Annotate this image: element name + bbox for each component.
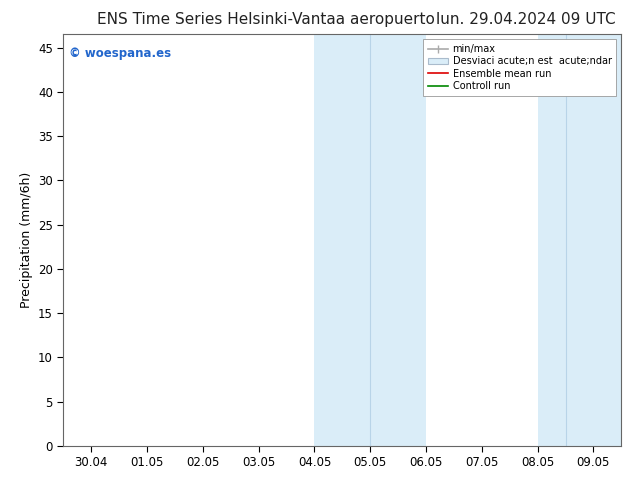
- Text: lun. 29.04.2024 09 UTC: lun. 29.04.2024 09 UTC: [436, 12, 616, 27]
- Bar: [538, 34, 566, 446]
- Bar: [566, 34, 621, 446]
- Bar: [314, 34, 370, 446]
- Legend: min/max, Desviaci acute;n est  acute;ndar, Ensemble mean run, Controll run: min/max, Desviaci acute;n est acute;ndar…: [424, 39, 616, 96]
- Bar: [370, 34, 426, 446]
- Y-axis label: Precipitation (mm/6h): Precipitation (mm/6h): [20, 172, 32, 308]
- Text: ENS Time Series Helsinki-Vantaa aeropuerto: ENS Time Series Helsinki-Vantaa aeropuer…: [98, 12, 435, 27]
- Text: © woespana.es: © woespana.es: [69, 47, 171, 60]
